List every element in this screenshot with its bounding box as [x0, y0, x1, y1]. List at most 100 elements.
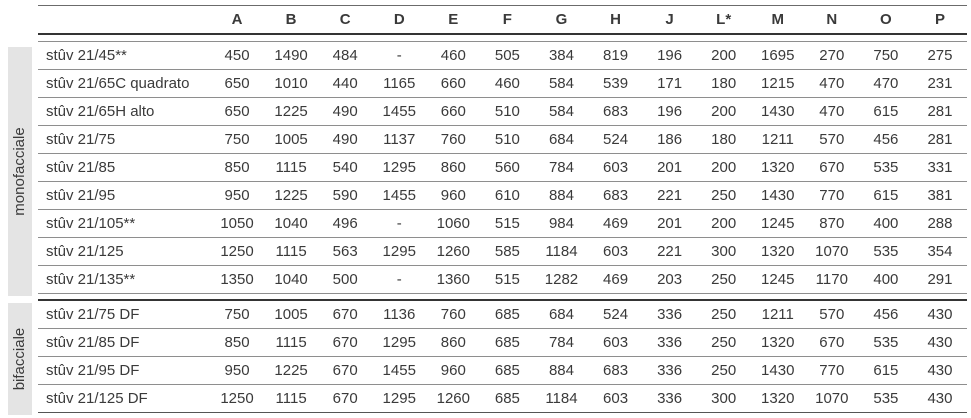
value-cell: 535	[873, 243, 899, 260]
value-cell: 535	[873, 334, 899, 351]
value-cell: 960	[440, 187, 466, 204]
value-cell: 950	[224, 187, 250, 204]
value-cell: 850	[224, 159, 250, 176]
value-cell: 250	[711, 362, 737, 379]
column-header-A: A	[231, 11, 243, 28]
value-cell: 470	[819, 75, 845, 92]
value-cell: 354	[927, 243, 953, 260]
value-cell: 670	[332, 334, 358, 351]
value-cell: 196	[657, 47, 683, 64]
value-cell: 400	[873, 271, 899, 288]
value-cell: 1137	[383, 131, 416, 148]
value-cell: 685	[494, 362, 520, 379]
model-label: stûv 21/125 DF	[46, 390, 148, 407]
value-cell: 585	[494, 243, 520, 260]
value-cell: 469	[603, 271, 629, 288]
value-cell: 1005	[274, 306, 308, 323]
value-cell: 860	[440, 334, 466, 351]
value-cell: 510	[494, 103, 520, 120]
value-cell: 430	[927, 334, 953, 351]
value-cell: 1295	[382, 334, 416, 351]
value-cell: 1040	[274, 215, 308, 232]
value-cell: -	[396, 215, 402, 232]
value-cell: 250	[711, 187, 737, 204]
value-cell: 860	[440, 159, 466, 176]
column-header-G: G	[555, 11, 568, 28]
value-cell: 610	[494, 187, 520, 204]
value-cell: 1225	[274, 103, 308, 120]
value-cell: 430	[927, 362, 953, 379]
value-cell: 1350	[220, 271, 254, 288]
value-cell: 770	[819, 187, 845, 204]
value-cell: 615	[873, 187, 899, 204]
value-cell: 1455	[382, 103, 416, 120]
value-cell: 1211	[761, 306, 794, 323]
value-cell: 760	[440, 306, 466, 323]
value-cell: 460	[494, 75, 520, 92]
value-cell: 570	[819, 306, 845, 323]
model-label: stûv 21/135**	[46, 271, 136, 288]
value-cell: 539	[603, 75, 629, 92]
value-cell: 281	[927, 131, 953, 148]
value-cell: 515	[494, 215, 520, 232]
value-cell: 584	[548, 75, 574, 92]
value-cell: 381	[927, 187, 953, 204]
column-header-J: J	[665, 11, 674, 28]
value-cell: 1184	[545, 390, 578, 407]
model-label: stûv 21/105**	[46, 215, 136, 232]
value-cell: 660	[440, 75, 466, 92]
value-cell: 510	[494, 131, 520, 148]
value-cell: 470	[873, 75, 899, 92]
value-cell: 684	[548, 306, 574, 323]
value-cell: 603	[603, 390, 629, 407]
value-cell: 584	[548, 103, 574, 120]
value-cell: 484	[332, 47, 358, 64]
value-cell: 1260	[436, 243, 470, 260]
value-cell: 200	[711, 159, 737, 176]
table-row: stûv 21/85 DF 850 1115 670 1295 860 685 784 603 3…	[38, 329, 967, 357]
value-cell: 784	[548, 159, 574, 176]
model-label: stûv 21/65C quadrato	[46, 75, 190, 92]
value-cell: 270	[819, 47, 845, 64]
value-cell: 221	[657, 187, 683, 204]
value-cell: 186	[657, 131, 683, 148]
value-cell: 1211	[761, 131, 794, 148]
value-cell: 685	[494, 390, 520, 407]
column-header-L-star: L*	[716, 11, 732, 28]
value-cell: 563	[332, 243, 358, 260]
value-cell: 200	[711, 47, 737, 64]
value-cell: 1360	[436, 271, 470, 288]
value-cell: 460	[440, 47, 466, 64]
value-cell: 884	[548, 362, 574, 379]
value-cell: 650	[224, 75, 250, 92]
value-cell: 470	[819, 103, 845, 120]
group-label-bifacciale: bifacciale	[8, 303, 32, 415]
value-cell: 196	[657, 103, 683, 120]
model-label: stûv 21/45**	[46, 47, 127, 64]
value-cell: 603	[603, 159, 629, 176]
value-cell: 683	[603, 187, 629, 204]
value-cell: 1215	[761, 75, 795, 92]
value-cell: 870	[819, 215, 845, 232]
value-cell: 670	[819, 159, 845, 176]
value-cell: 490	[332, 131, 358, 148]
table-row: stûv 21/135** 1350 1040 500 - 1360 515 1282 469 2…	[38, 266, 967, 294]
column-header-H: H	[610, 11, 621, 28]
value-cell: 1115	[275, 334, 307, 351]
model-label: stûv 21/125	[46, 243, 124, 260]
table-row: stûv 21/65C quadrato 650 1010 440 1165 660 460…	[38, 70, 967, 98]
value-cell: 660	[440, 103, 466, 120]
value-cell: 1430	[761, 103, 795, 120]
value-cell: 524	[603, 306, 629, 323]
value-cell: 1490	[274, 47, 308, 64]
value-cell: 275	[927, 47, 953, 64]
value-cell: 615	[873, 362, 899, 379]
value-cell: 540	[332, 159, 358, 176]
value-cell: 456	[873, 131, 899, 148]
value-cell: 201	[657, 215, 683, 232]
value-cell: 1430	[761, 362, 795, 379]
value-cell: 1320	[761, 243, 795, 260]
value-cell: 1040	[274, 271, 308, 288]
value-cell: 603	[603, 243, 629, 260]
